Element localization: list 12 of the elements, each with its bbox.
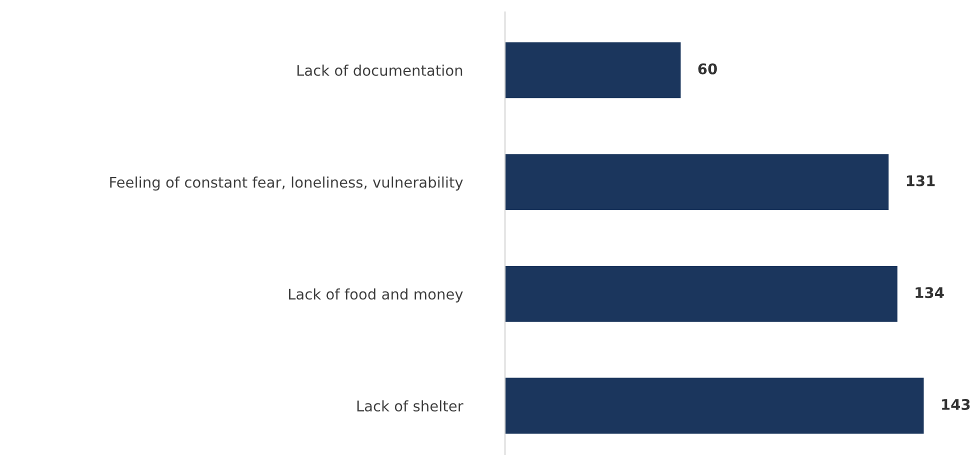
y-tick-label: Lack of food and money — [288, 288, 463, 302]
y-tick-label: Lack of documentation — [297, 64, 462, 76]
data-label: 134 — [916, 287, 944, 298]
bar — [505, 42, 681, 98]
data-label: 131 — [906, 175, 935, 186]
bar — [505, 378, 924, 434]
bar — [505, 154, 889, 210]
data-label: 143 — [942, 398, 970, 410]
data-label: 60 — [698, 63, 717, 74]
y-tick-label: Lack of shelter — [357, 400, 464, 412]
bar — [505, 266, 898, 322]
y-tick-label: Feeling of constant fear, loneliness, vulnerability — [110, 176, 463, 191]
